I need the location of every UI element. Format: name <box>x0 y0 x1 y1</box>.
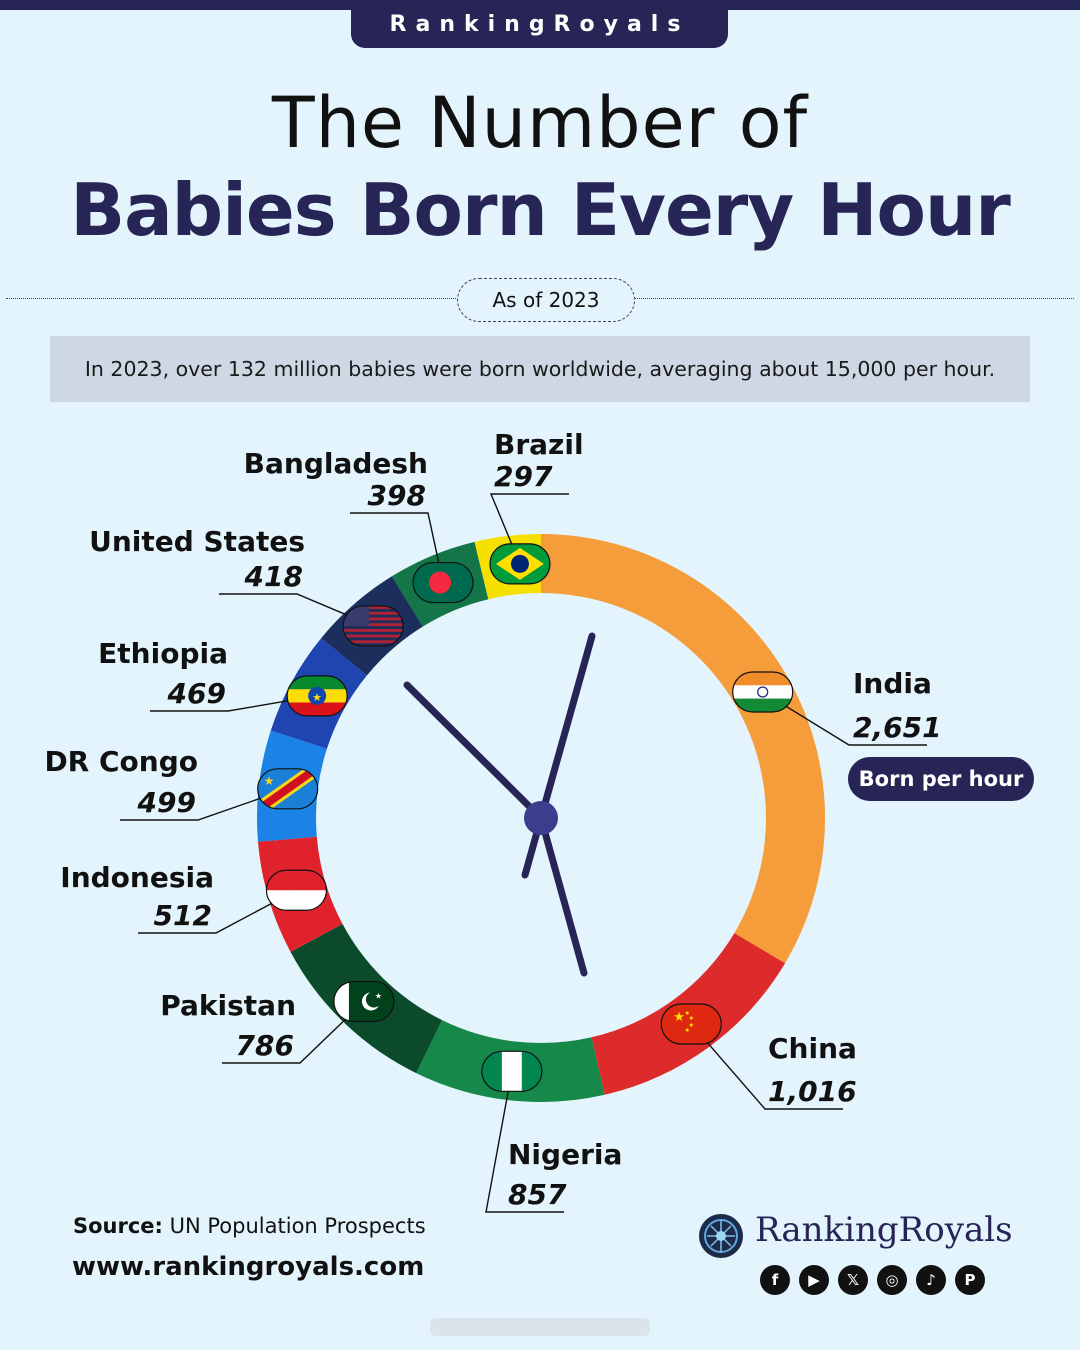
tiktok-icon[interactable]: ♪ <box>916 1265 946 1295</box>
clock-hand-short <box>537 814 588 977</box>
label-name-nigeria: Nigeria <box>508 1138 622 1171</box>
website-link[interactable]: www.rankingroyals.com <box>72 1252 425 1282</box>
flag-bangladesh <box>412 561 474 604</box>
social-links: f ▶ 𝕏 ◎ ♪ P <box>760 1265 985 1295</box>
label-name-china: China <box>768 1032 857 1065</box>
summary-text: In 2023, over 132 million babies were bo… <box>84 357 996 381</box>
flag-china: ★ <box>660 1003 722 1045</box>
label-value-dr-congo: 499 <box>137 786 196 819</box>
source-label: Source: <box>73 1214 163 1238</box>
pinterest-icon[interactable]: P <box>955 1265 985 1295</box>
svg-text:★: ★ <box>312 691 322 704</box>
flag-nigeria <box>481 1050 543 1092</box>
leader-dr-congo <box>120 788 288 821</box>
born-per-hour-badge: Born per hour <box>848 757 1034 801</box>
svg-text:★: ★ <box>375 991 382 1000</box>
leader-indonesia <box>138 889 297 934</box>
source-line: Source: UN Population Prospects <box>73 1214 426 1238</box>
country-labels: India 2,651 China 1,016 Nigeria 857 Pakistan 78… <box>44 428 941 1211</box>
leader-brazil <box>489 493 569 565</box>
brand-tab: RankingRoyals <box>351 0 728 48</box>
label-value-united-states: 418 <box>244 560 303 593</box>
instagram-icon[interactable]: ◎ <box>877 1265 907 1295</box>
clock-hand-long <box>537 632 596 822</box>
label-value-ethiopia: 469 <box>167 677 226 710</box>
label-name-united-states: United States <box>89 525 305 558</box>
label-value-india: 2,651 <box>853 711 942 744</box>
flag-india <box>732 671 794 713</box>
label-value-china: 1,016 <box>768 1075 857 1108</box>
flag-pakistan: ★ <box>333 980 395 1023</box>
youtube-icon[interactable]: ▶ <box>799 1265 829 1295</box>
title-line-2: Babies Born Every Hour <box>70 168 1011 252</box>
leader-china <box>690 1023 843 1110</box>
flag-ethiopia: ★ <box>286 675 348 717</box>
label-name-indonesia: Indonesia <box>60 861 214 894</box>
summary-box: In 2023, over 132 million babies were bo… <box>50 336 1030 402</box>
label-value-nigeria: 857 <box>508 1178 567 1211</box>
label-value-bangladesh: 398 <box>368 479 426 512</box>
clock-hand-medium <box>403 681 545 822</box>
label-value-brazil: 297 <box>494 460 553 493</box>
facebook-icon[interactable]: f <box>760 1265 790 1295</box>
flag-brazil <box>489 543 551 585</box>
x-icon[interactable]: 𝕏 <box>838 1265 868 1295</box>
flag-united-states <box>342 605 404 647</box>
leader-nigeria <box>485 1071 564 1213</box>
svg-text:★: ★ <box>673 1010 685 1025</box>
brand-logo-icon <box>699 1214 743 1258</box>
flag-indonesia <box>265 869 328 911</box>
home-indicator <box>430 1318 650 1336</box>
leader-bangladesh <box>350 512 444 583</box>
label-name-pakistan: Pakistan <box>160 989 296 1022</box>
leader-pakistan <box>222 1000 365 1064</box>
title-line-1: The Number of <box>271 82 809 164</box>
brand-logo-text: RankingRoyals <box>755 1210 1013 1250</box>
date-pill: As of 2023 <box>457 278 635 322</box>
label-name-ethiopia: Ethiopia <box>98 637 228 670</box>
clock-center <box>524 801 558 835</box>
label-name-brazil: Brazil <box>494 428 584 461</box>
label-name-bangladesh: Bangladesh <box>244 447 428 480</box>
clock-hands <box>403 632 596 977</box>
label-value-indonesia: 512 <box>154 899 212 932</box>
svg-text:★: ★ <box>264 774 275 788</box>
flags: ★ ★ ★ ★ <box>257 543 794 1092</box>
flag-dr-congo: ★ <box>257 768 319 810</box>
leader-india <box>762 691 927 746</box>
slice-india <box>541 534 826 964</box>
source-text: UN Population Prospects <box>169 1214 426 1238</box>
label-name-dr-congo: DR Congo <box>44 745 198 778</box>
label-name-india: India <box>853 667 932 700</box>
label-value-pakistan: 786 <box>236 1029 294 1062</box>
